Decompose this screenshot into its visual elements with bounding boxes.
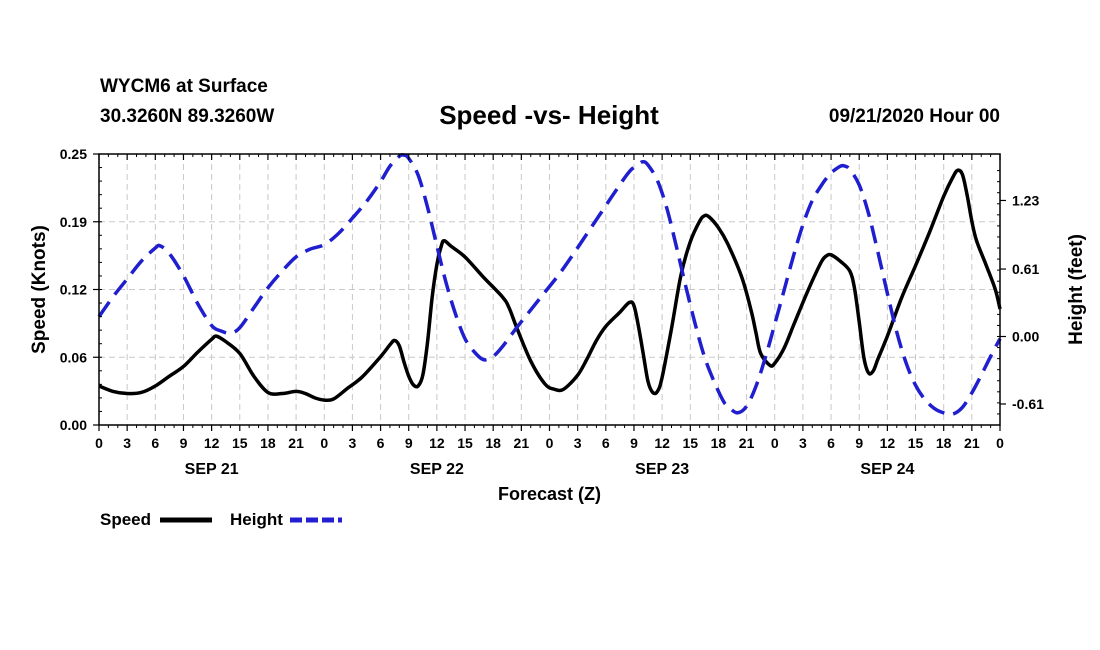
y-right-tick-label: -0.61 bbox=[1012, 396, 1044, 412]
x-tick-label: 3 bbox=[349, 435, 357, 451]
x-tick-label: 15 bbox=[457, 435, 473, 451]
y-right-tick-label: 0.00 bbox=[1012, 329, 1039, 345]
x-tick-label: 9 bbox=[405, 435, 413, 451]
x-tick-label: 0 bbox=[95, 435, 103, 451]
y-left-tick-label: 0.25 bbox=[60, 146, 87, 162]
y-left-tick-label: 0.12 bbox=[60, 282, 87, 298]
x-tick-label: 9 bbox=[630, 435, 638, 451]
x-tick-label: 9 bbox=[855, 435, 863, 451]
station-label: WYCM6 at Surface bbox=[100, 76, 268, 97]
y-right-axis-title: Height (feet) bbox=[1066, 234, 1087, 345]
x-tick-label: 18 bbox=[485, 435, 501, 451]
x-tick-label: 15 bbox=[232, 435, 248, 451]
y-right-tick-label: 1.23 bbox=[1012, 192, 1039, 208]
x-tick-label: 21 bbox=[514, 435, 530, 451]
series-line-speed bbox=[98, 168, 1002, 403]
legend-label-speed: Speed bbox=[100, 510, 151, 529]
x-tick-label: 15 bbox=[682, 435, 698, 451]
x-axis-title: Forecast (Z) bbox=[498, 484, 601, 504]
legend-label-height: Height bbox=[230, 510, 283, 529]
station-coordinates: 30.3260N 89.3260W bbox=[100, 106, 275, 127]
y-right-tick-label: 0.61 bbox=[1012, 261, 1039, 277]
x-tick-label: 15 bbox=[908, 435, 924, 451]
tick-layer bbox=[93, 153, 1006, 431]
x-tick-label: 3 bbox=[799, 435, 807, 451]
x-tick-label: 21 bbox=[739, 435, 755, 451]
x-tick-label: 6 bbox=[827, 435, 835, 451]
grid-lines bbox=[99, 154, 1000, 425]
x-tick-label: 18 bbox=[936, 435, 952, 451]
x-tick-label: 0 bbox=[771, 435, 779, 451]
y-left-tick-label: 0.06 bbox=[60, 349, 87, 365]
x-day-label: SEP 22 bbox=[410, 461, 464, 478]
y-left-axis-title: Speed (Knots) bbox=[29, 225, 50, 354]
x-tick-label: 21 bbox=[964, 435, 980, 451]
x-tick-label: 12 bbox=[204, 435, 220, 451]
x-tick-label: 0 bbox=[996, 435, 1004, 451]
x-tick-label: 0 bbox=[320, 435, 328, 451]
x-tick-label: 3 bbox=[123, 435, 131, 451]
x-tick-label: 12 bbox=[654, 435, 670, 451]
x-tick-label: 6 bbox=[377, 435, 385, 451]
x-tick-label: 0 bbox=[546, 435, 554, 451]
y-left-tick-label: 0.19 bbox=[60, 214, 87, 230]
legend: Speed Height bbox=[100, 510, 342, 529]
x-tick-label: 21 bbox=[288, 435, 304, 451]
chart-title: Speed -vs- Height bbox=[0, 100, 1100, 131]
series-line-height bbox=[97, 153, 1002, 417]
x-tick-label: 9 bbox=[180, 435, 188, 451]
x-tick-label: 6 bbox=[602, 435, 610, 451]
x-tick-label: 18 bbox=[260, 435, 276, 451]
chart-title-text: Speed -vs- Height bbox=[439, 100, 659, 130]
x-day-label: SEP 24 bbox=[860, 461, 914, 478]
x-tick-label: 12 bbox=[880, 435, 896, 451]
x-day-label: SEP 23 bbox=[635, 461, 689, 478]
x-tick-label: 12 bbox=[429, 435, 445, 451]
y-left-tick-label: 0.00 bbox=[60, 417, 87, 433]
x-day-label: SEP 21 bbox=[185, 461, 239, 478]
x-tick-label: 6 bbox=[151, 435, 159, 451]
series-layer bbox=[97, 153, 1002, 417]
forecast-timestamp: 09/21/2020 Hour 00 bbox=[828, 106, 1000, 127]
x-tick-label: 18 bbox=[711, 435, 727, 451]
x-tick-label: 3 bbox=[574, 435, 582, 451]
label-layer: 0 3 6 9 12 15 18 21 0 3 6 9 12 15 18 21 0 3 6 9 12 15 18 21 0 3 6 9… bbox=[29, 146, 1087, 504]
